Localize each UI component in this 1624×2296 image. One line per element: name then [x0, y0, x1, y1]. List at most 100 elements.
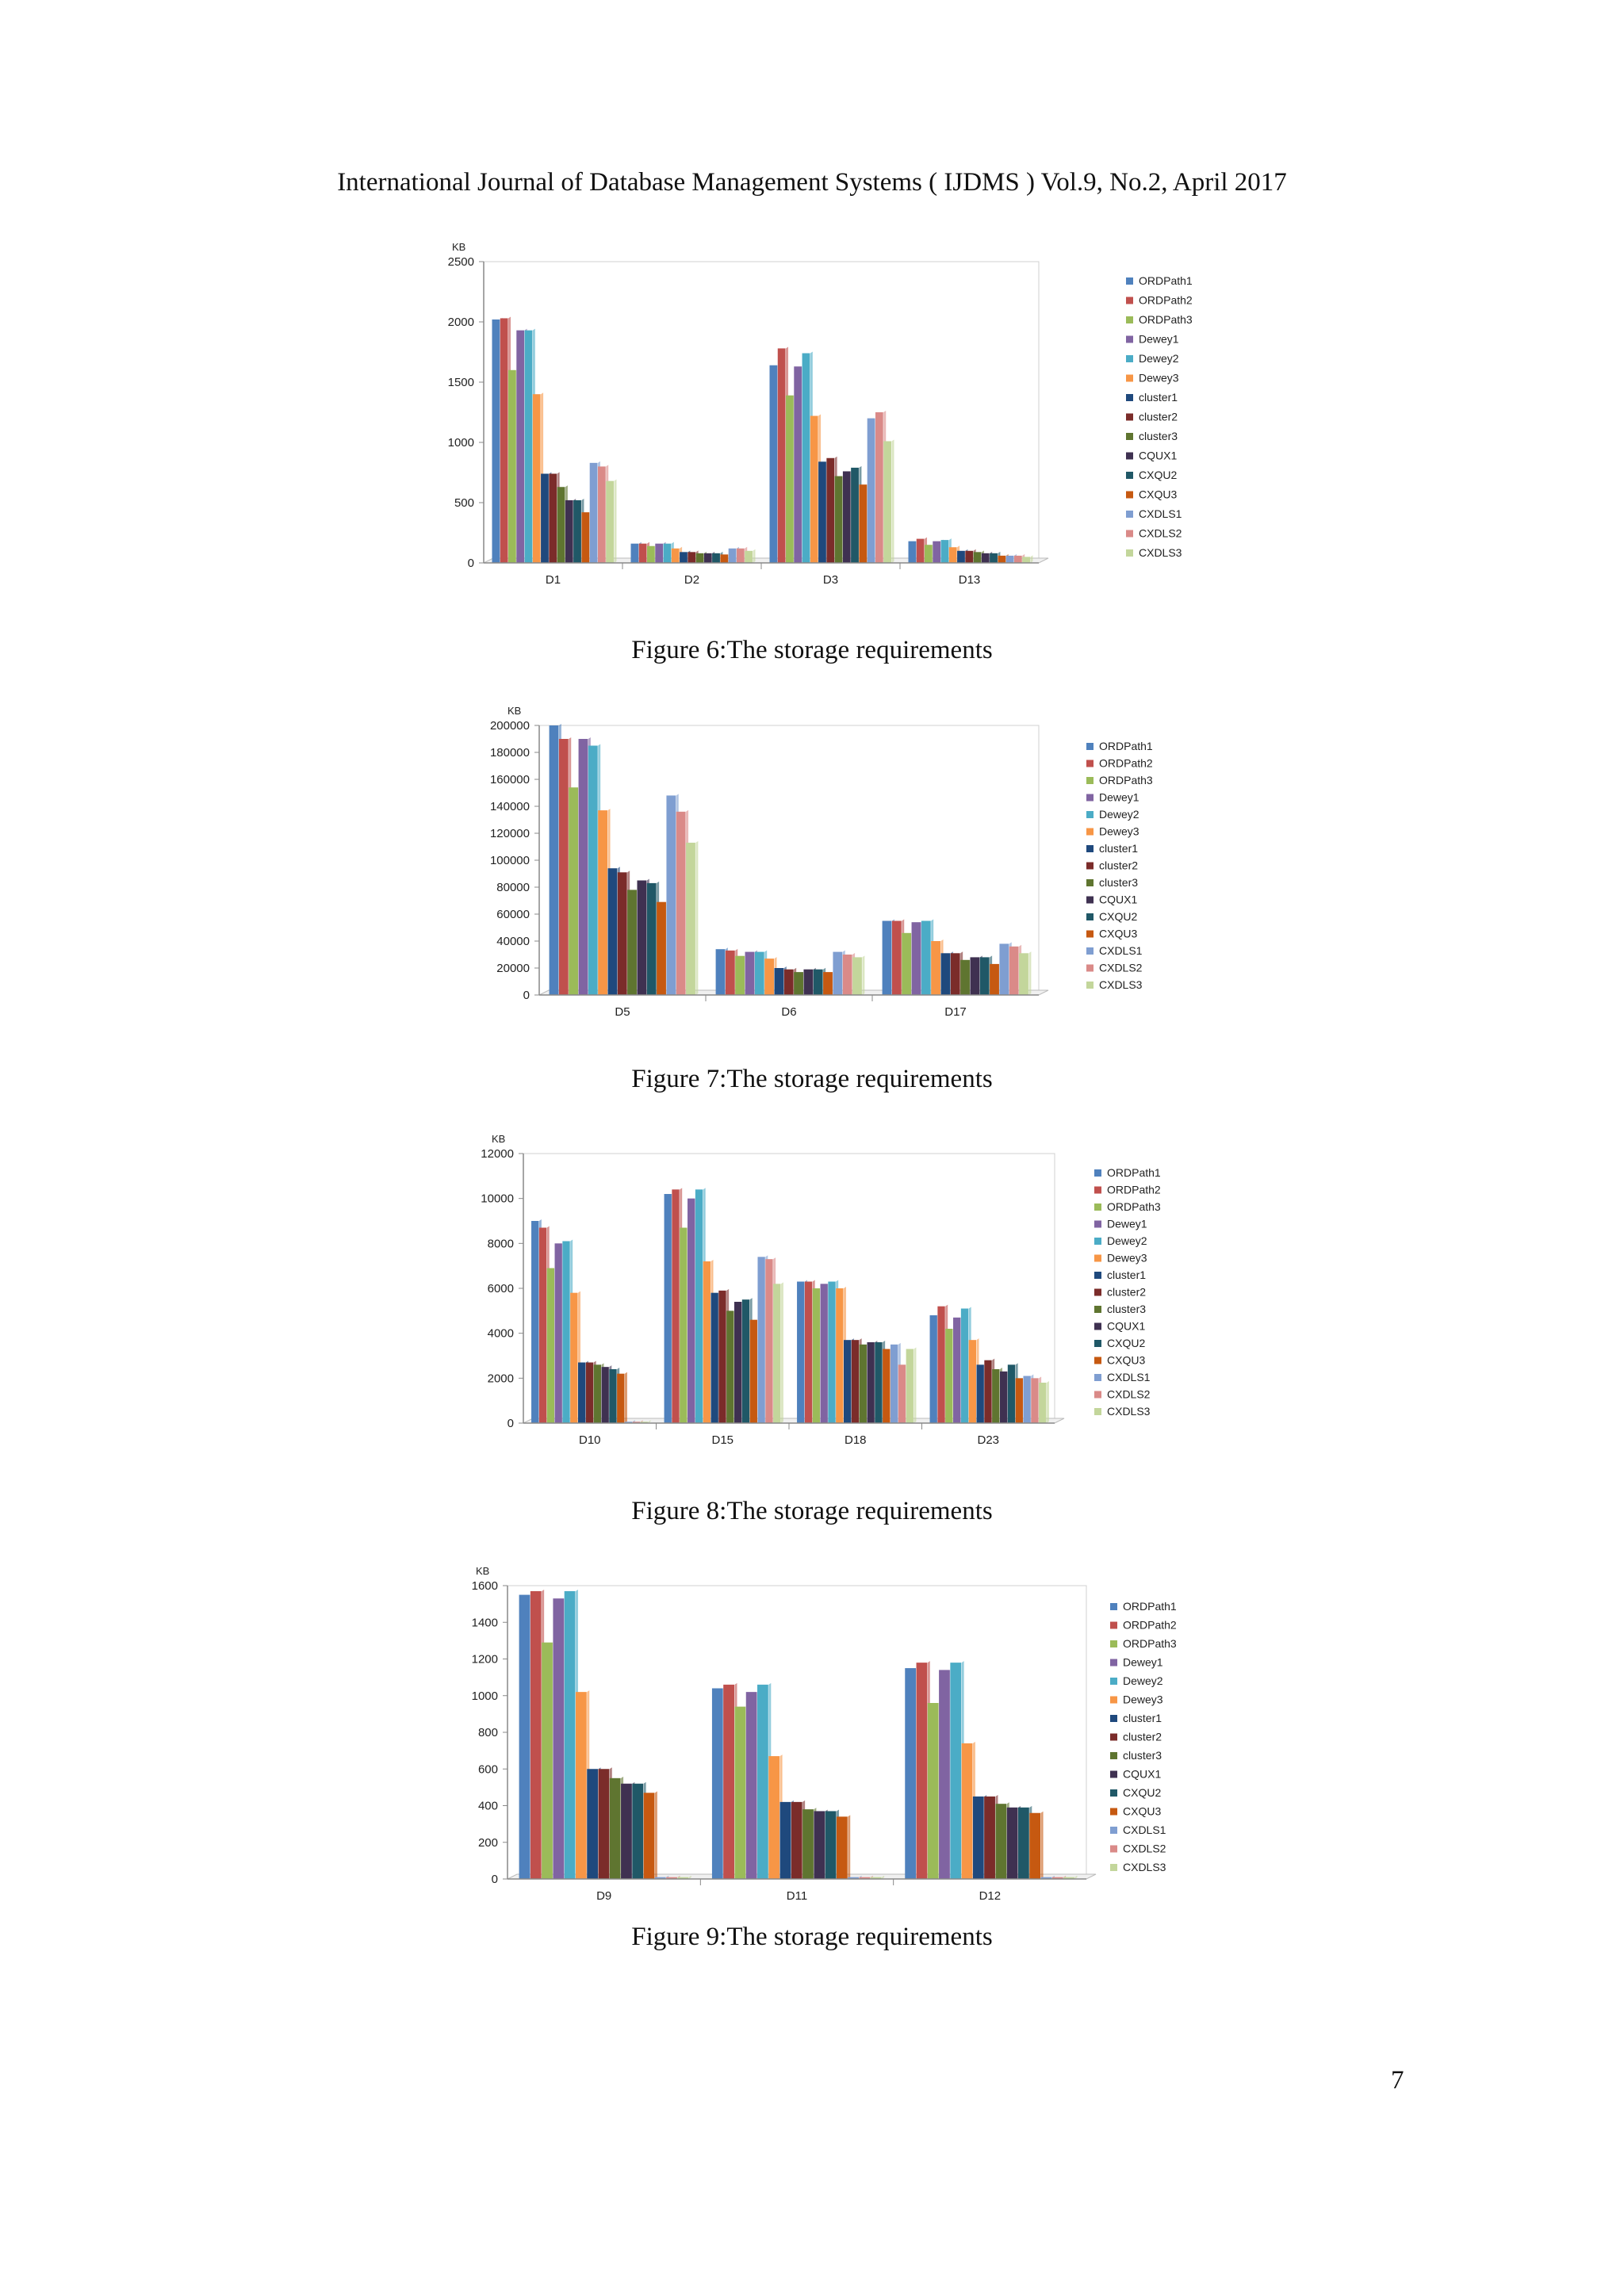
bar-cluster1-D13: [957, 550, 965, 563]
y-tick-label: 1400: [472, 1616, 498, 1629]
legend-swatch: [1126, 472, 1133, 479]
y-tick-label: 1600: [472, 1579, 498, 1593]
bar-ORDPath2-D1: [500, 318, 508, 563]
y-unit-label: KB: [492, 1133, 505, 1145]
bar-CXDLS3-D11: [870, 1877, 882, 1879]
bar-Dewey1-D3: [794, 366, 802, 563]
bar-Dewey2-D15: [695, 1189, 703, 1423]
legend-label: CQUX1: [1099, 894, 1137, 906]
bar-Dewey2-D18: [828, 1281, 836, 1423]
bar-ORDPath2-D3: [777, 348, 786, 563]
legend-label: ORDPath3: [1099, 774, 1153, 786]
legend-swatch: [1094, 1306, 1101, 1313]
bar-CXQU3-D3: [859, 484, 868, 563]
legend-label: CXQU2: [1139, 469, 1177, 481]
bar-cluster1-D6: [774, 968, 784, 995]
bar-Dewey1-D9: [553, 1598, 565, 1879]
bar-CQUX1-D10: [601, 1367, 609, 1423]
bar-CXDLS1-D17: [999, 943, 1009, 995]
legend-label: ORDPath3: [1123, 1637, 1177, 1650]
bar-CQUX1-D5: [637, 880, 647, 995]
bar-CXDLS2-D3: [875, 412, 883, 563]
bar-side: [654, 1791, 657, 1879]
bar-ORDPath3-D18: [812, 1288, 821, 1423]
legend-swatch: [1086, 913, 1094, 920]
bar-CQUX1-D9: [621, 1783, 632, 1879]
bar-side: [695, 840, 699, 995]
bar-CXDLS1-D18: [890, 1344, 898, 1423]
legend-label: ORDPath1: [1139, 274, 1193, 287]
legend-label: ORDPath3: [1139, 313, 1193, 326]
bar-Dewey1-D1: [516, 330, 525, 563]
legend-label: ORDPath1: [1099, 740, 1153, 752]
bar-cluster3-D2: [695, 553, 704, 563]
bar-cluster2-D9: [598, 1769, 610, 1879]
legend-swatch: [1126, 452, 1133, 460]
bar-ORDPath2-D12: [916, 1663, 928, 1879]
bar-CXDLS3-D23: [1039, 1383, 1047, 1423]
bar-ORDPath3-D11: [734, 1706, 746, 1879]
legend-label: Dewey2: [1139, 352, 1179, 365]
legend-label: CQUX1: [1139, 450, 1177, 462]
legend-swatch: [1086, 896, 1094, 904]
bar-CQUX1-D1: [565, 499, 573, 563]
y-tick-label: 80000: [496, 881, 530, 894]
y-tick-label: 40000: [496, 935, 530, 948]
bar-CXDLS2-D17: [1009, 946, 1019, 995]
bar-cluster3-D15: [726, 1311, 734, 1423]
bar-CXQU3-D13: [998, 555, 1006, 563]
bar-cluster3-D1: [557, 487, 565, 563]
legend-swatch: [1094, 1272, 1101, 1279]
bar-cluster3-D18: [859, 1344, 867, 1423]
bar-Dewey3-D12: [961, 1743, 973, 1879]
bar-ORDPath3-D1: [508, 369, 516, 563]
bar-Dewey3-D23: [968, 1340, 977, 1423]
bar-cluster2-D13: [965, 550, 974, 563]
y-tick-label: 2500: [448, 255, 474, 269]
bar-cluster2-D5: [617, 872, 627, 995]
legend-swatch: [1126, 297, 1133, 304]
bar-CXQU3-D6: [823, 972, 833, 995]
bar-cluster2-D2: [688, 552, 696, 563]
y-tick-label: 160000: [490, 773, 530, 786]
legend-label: Dewey3: [1123, 1693, 1163, 1706]
bar-side: [891, 439, 894, 563]
figure-8-svg: 0 2000 4000 6000 8000 10000 12000 KB D10 D15 D18 D2…: [481, 1133, 1161, 1447]
bar-Dewey3-D6: [764, 959, 775, 995]
bar-CXDLS3-D6: [852, 957, 862, 995]
x-tick-label: D3: [823, 573, 838, 587]
bar-ORDPath1-D17: [882, 920, 892, 995]
legend-label: cluster3: [1139, 430, 1178, 442]
figure-8-caption: Figure 8:The storage requirements: [631, 1497, 993, 1525]
bar-CXDLS3-D10: [640, 1422, 648, 1423]
bar-Dewey2-D2: [663, 543, 672, 563]
bar-cluster3-D23: [992, 1369, 1000, 1423]
bar-ORDPath3-D15: [680, 1227, 688, 1423]
y-tick-label: 2000: [448, 316, 474, 329]
bar-ORDPath1-D13: [908, 541, 917, 563]
bar-cluster2-D6: [783, 969, 794, 995]
x-tick-label: D10: [579, 1433, 601, 1447]
legend-label: cluster2: [1099, 859, 1138, 872]
bar-Dewey3-D11: [768, 1756, 780, 1879]
bar-CXQU3-D17: [990, 963, 999, 995]
bar-CXDLS1-D10: [624, 1422, 633, 1423]
bar-ORDPath2-D13: [916, 538, 925, 563]
legend-swatch: [1094, 1408, 1101, 1415]
bar-CXDLS1-D15: [757, 1257, 765, 1423]
legend-label: CXQU2: [1099, 910, 1137, 923]
x-tick-label: D23: [977, 1433, 999, 1447]
figure-9-chart: 0 200 400 600 800 1000 1200 1400 1600 KB D9 D11 D12 O…: [428, 1562, 1221, 1919]
x-tick-label: D9: [596, 1889, 611, 1903]
bar-CXQU3-D18: [883, 1349, 891, 1423]
bar-CXDLS3-D15: [773, 1284, 781, 1423]
legend-swatch: [1086, 982, 1094, 989]
bar-Dewey1-D6: [745, 951, 755, 995]
bar-cluster1-D1: [541, 473, 549, 563]
y-tick-label: 400: [478, 1800, 498, 1813]
legend-label: Dewey3: [1099, 825, 1139, 838]
legend-label: CXDLS1: [1139, 507, 1182, 520]
bar-ORDPath2-D2: [638, 543, 647, 563]
legend-label: cluster2: [1107, 1286, 1146, 1299]
legend-swatch: [1110, 1864, 1117, 1871]
